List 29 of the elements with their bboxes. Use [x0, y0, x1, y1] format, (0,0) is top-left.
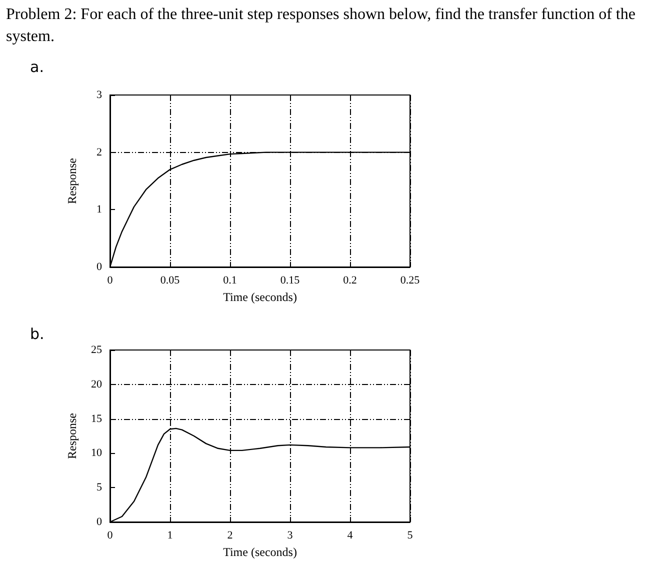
- x-tick-label: 2: [227, 530, 233, 542]
- x-tick-label: 0.15: [280, 274, 300, 286]
- y-axis-title: Response: [65, 413, 79, 459]
- x-tick-label: 0.05: [160, 274, 180, 286]
- y-tick-label: 20: [91, 378, 102, 390]
- y-axis-title: Response: [65, 158, 79, 204]
- x-axis-title: Time (seconds): [223, 290, 297, 304]
- x-tick-label: 0.1: [223, 274, 237, 286]
- x-axis-title: Time (seconds): [223, 544, 297, 559]
- y-tick-label: 0: [96, 261, 102, 273]
- y-tick-label: 0: [96, 516, 102, 528]
- x-tick-label: 0: [107, 530, 114, 542]
- y-tick-label: 15: [91, 412, 102, 425]
- y-tick-label: 1: [96, 204, 102, 216]
- x-tick-label: 3: [287, 530, 294, 542]
- chart-subtitle: b.: [30, 325, 44, 343]
- x-tick-label: 0.2: [343, 274, 357, 286]
- chart-title: Problem 2: For each of the three-unit step responses shown below, find the transfer function of the system.: [6, 5, 636, 47]
- y-tick-label: 2: [96, 146, 102, 158]
- x-tick-label: 1: [167, 530, 173, 542]
- x-tick-label: 0.25: [400, 274, 420, 286]
- y-tick-label: 3: [96, 89, 102, 101]
- x-tick-label: 4: [347, 530, 354, 542]
- y-tick-label: 25: [91, 344, 102, 356]
- y-tick-label: 5: [96, 482, 102, 494]
- y-tick-label: 10: [91, 447, 102, 460]
- x-tick-label: 0: [107, 274, 114, 286]
- x-tick-label: 5: [407, 530, 414, 542]
- chart-subtitle: a.: [30, 58, 44, 76]
